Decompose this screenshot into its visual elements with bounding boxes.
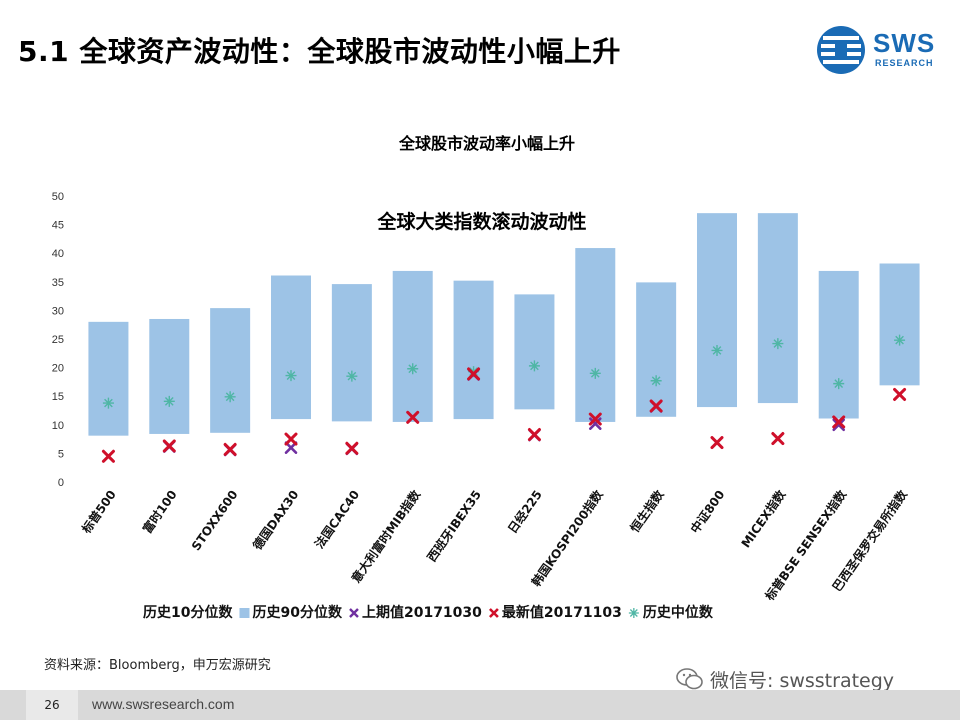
range-bar — [575, 248, 616, 422]
footer-url[interactable]: www.swsresearch.com — [92, 696, 235, 712]
median-marker — [407, 363, 419, 375]
latest-marker — [467, 367, 481, 381]
median-marker — [650, 375, 662, 387]
logo-subtext: RESEARCH — [875, 58, 934, 68]
median-marker — [772, 338, 784, 350]
slide-title: 5.1 全球资产波动性：全球股市波动性小幅上升 — [18, 35, 621, 68]
latest-marker — [893, 387, 907, 401]
latest-marker — [588, 412, 602, 426]
y-tick-label: 40 — [52, 248, 64, 260]
legend-swatch-band — [239, 608, 250, 618]
x-category-label: 恒生指数 — [627, 486, 667, 535]
x-category-label: 德国DAX30 — [249, 487, 301, 552]
legend-label: 历史10分位数 — [143, 604, 233, 621]
x-category-label: 标普500 — [78, 487, 119, 537]
range-bar — [453, 280, 494, 420]
source-note: 资料来源：Bloomberg，申万宏源研究 — [44, 658, 271, 673]
legend-label: 上期值20171030 — [362, 604, 482, 621]
legend-label: 历史中位数 — [643, 604, 714, 621]
y-tick-label: 15 — [52, 391, 64, 403]
y-tick-label: 30 — [52, 305, 64, 317]
legend-swatch-median — [628, 608, 639, 618]
chart-title: 全球股市波动率小幅上升 — [398, 134, 575, 153]
x-category-label: 西班牙IBEX35 — [424, 487, 484, 564]
median-marker — [833, 378, 845, 390]
page-number: 26 — [26, 690, 78, 720]
y-tick-label: 5 — [58, 448, 64, 460]
median-marker — [224, 391, 236, 403]
latest-marker — [527, 428, 541, 442]
median-marker — [285, 370, 297, 382]
x-category-label: 意大利富时MIB指数 — [348, 486, 424, 585]
median-marker — [528, 360, 540, 372]
range-bar — [818, 270, 859, 419]
median-marker — [468, 366, 480, 378]
legend-swatch-previous — [349, 608, 359, 618]
range-bar — [879, 263, 920, 386]
x-category-label: 中证800 — [687, 487, 727, 536]
range-bar — [514, 294, 555, 410]
latest-marker — [710, 436, 724, 450]
latest-marker — [771, 432, 785, 446]
x-category-label: 法国CAC40 — [311, 487, 362, 551]
range-bar — [271, 275, 311, 420]
latest-marker — [223, 442, 237, 456]
wechat-icon — [676, 668, 703, 690]
sws-logo: SWS RESEARCH — [815, 22, 950, 80]
median-marker — [589, 367, 601, 379]
range-bar — [636, 282, 677, 417]
wechat-watermark: 微信号: swsstrategy — [676, 664, 894, 694]
range-bar — [757, 213, 798, 404]
y-tick-label: 25 — [52, 334, 64, 346]
latest-marker — [406, 410, 420, 424]
latest-marker — [284, 432, 298, 446]
range-bar — [331, 284, 372, 422]
y-tick-label: 20 — [52, 363, 64, 375]
median-marker — [346, 370, 358, 382]
latest-marker — [101, 449, 115, 463]
logo-text: SWS — [873, 28, 936, 58]
y-tick-label: 0 — [58, 477, 64, 489]
range-bar — [149, 318, 190, 434]
range-bar — [697, 213, 737, 408]
y-tick-label: 45 — [52, 220, 64, 232]
range-bar — [210, 308, 251, 433]
previous-marker — [832, 418, 846, 432]
latest-marker — [345, 441, 359, 455]
legend-swatch-latest — [488, 608, 499, 618]
x-category-label: MICEX指数 — [738, 486, 789, 550]
legend-label: 历史90分位数 — [252, 604, 342, 621]
latest-marker — [162, 439, 176, 453]
median-marker — [102, 397, 114, 409]
x-category-label: 日经225 — [504, 487, 544, 536]
latest-marker — [649, 399, 663, 413]
y-tick-label: 35 — [52, 277, 64, 289]
legend-label: 最新值20171103 — [502, 604, 622, 621]
range-bar — [392, 270, 433, 422]
x-category-label: 富时100 — [139, 487, 179, 536]
chart-subtitle: 全球大类指数滚动波动性 — [376, 210, 586, 233]
median-marker — [894, 334, 906, 346]
y-tick-label: 50 — [52, 191, 64, 203]
x-category-label: STOXX600 — [189, 488, 241, 553]
sws-logo-icon — [817, 26, 865, 74]
wechat-id: 微信号: swsstrategy — [710, 669, 895, 692]
range-bar — [88, 321, 129, 436]
median-marker — [163, 395, 175, 407]
footer-bar: 26 www.swsresearch.com — [0, 690, 960, 720]
y-tick-label: 10 — [52, 420, 64, 432]
median-marker — [711, 344, 723, 356]
latest-marker — [832, 415, 846, 429]
